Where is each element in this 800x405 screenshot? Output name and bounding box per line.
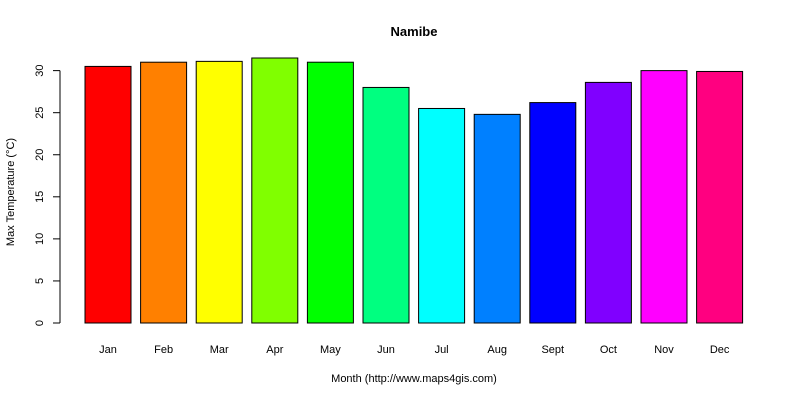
x-tick-label: Sept (541, 344, 564, 356)
x-tick-label: Mar (210, 344, 229, 356)
bar-aug (473, 113, 521, 324)
bar-sept (529, 102, 577, 324)
y-tick-label: 0 (34, 320, 46, 326)
x-tick-label: May (320, 344, 341, 356)
x-tick-label: Nov (654, 344, 674, 356)
bar-jan (84, 65, 132, 324)
bar-feb (140, 61, 188, 324)
chart-title: Namibe (391, 24, 438, 39)
y-tick-label: 5 (34, 278, 46, 284)
bar-jun (362, 86, 410, 324)
bar-oct (584, 81, 632, 324)
bar-apr (251, 57, 299, 324)
bar-may (306, 61, 354, 324)
y-axis-label: Max Temperature (°C) (5, 138, 17, 246)
x-axis-label: Month (http://www.maps4gis.com) (331, 373, 497, 385)
y-tick-label: 10 (34, 233, 46, 245)
x-tick-label: Oct (600, 344, 617, 356)
x-tick-label: Dec (710, 344, 730, 356)
y-tick-label: 25 (34, 107, 46, 119)
x-tick-label: Feb (154, 344, 173, 356)
x-tick-labels: Jan Feb Mar Apr May Jun Jul Aug Sept Oct Nov Dec (99, 344, 730, 356)
x-tick-label: Jan (99, 344, 117, 356)
y-tick-label: 15 (34, 191, 46, 203)
x-tick-label: Aug (487, 344, 507, 356)
x-tick-label: Jun (377, 344, 395, 356)
y-axis: 0 5 10 15 20 25 30 (34, 64, 61, 326)
bar-nov (640, 70, 688, 324)
bars-group (84, 57, 744, 324)
x-tick-label: Apr (266, 344, 283, 356)
bar-dec (696, 70, 744, 324)
bar-mar (195, 60, 243, 324)
x-tick-label: Jul (435, 344, 449, 356)
y-tick-label: 30 (34, 64, 46, 76)
bar-jul (418, 107, 466, 324)
y-tick-label: 20 (34, 149, 46, 161)
